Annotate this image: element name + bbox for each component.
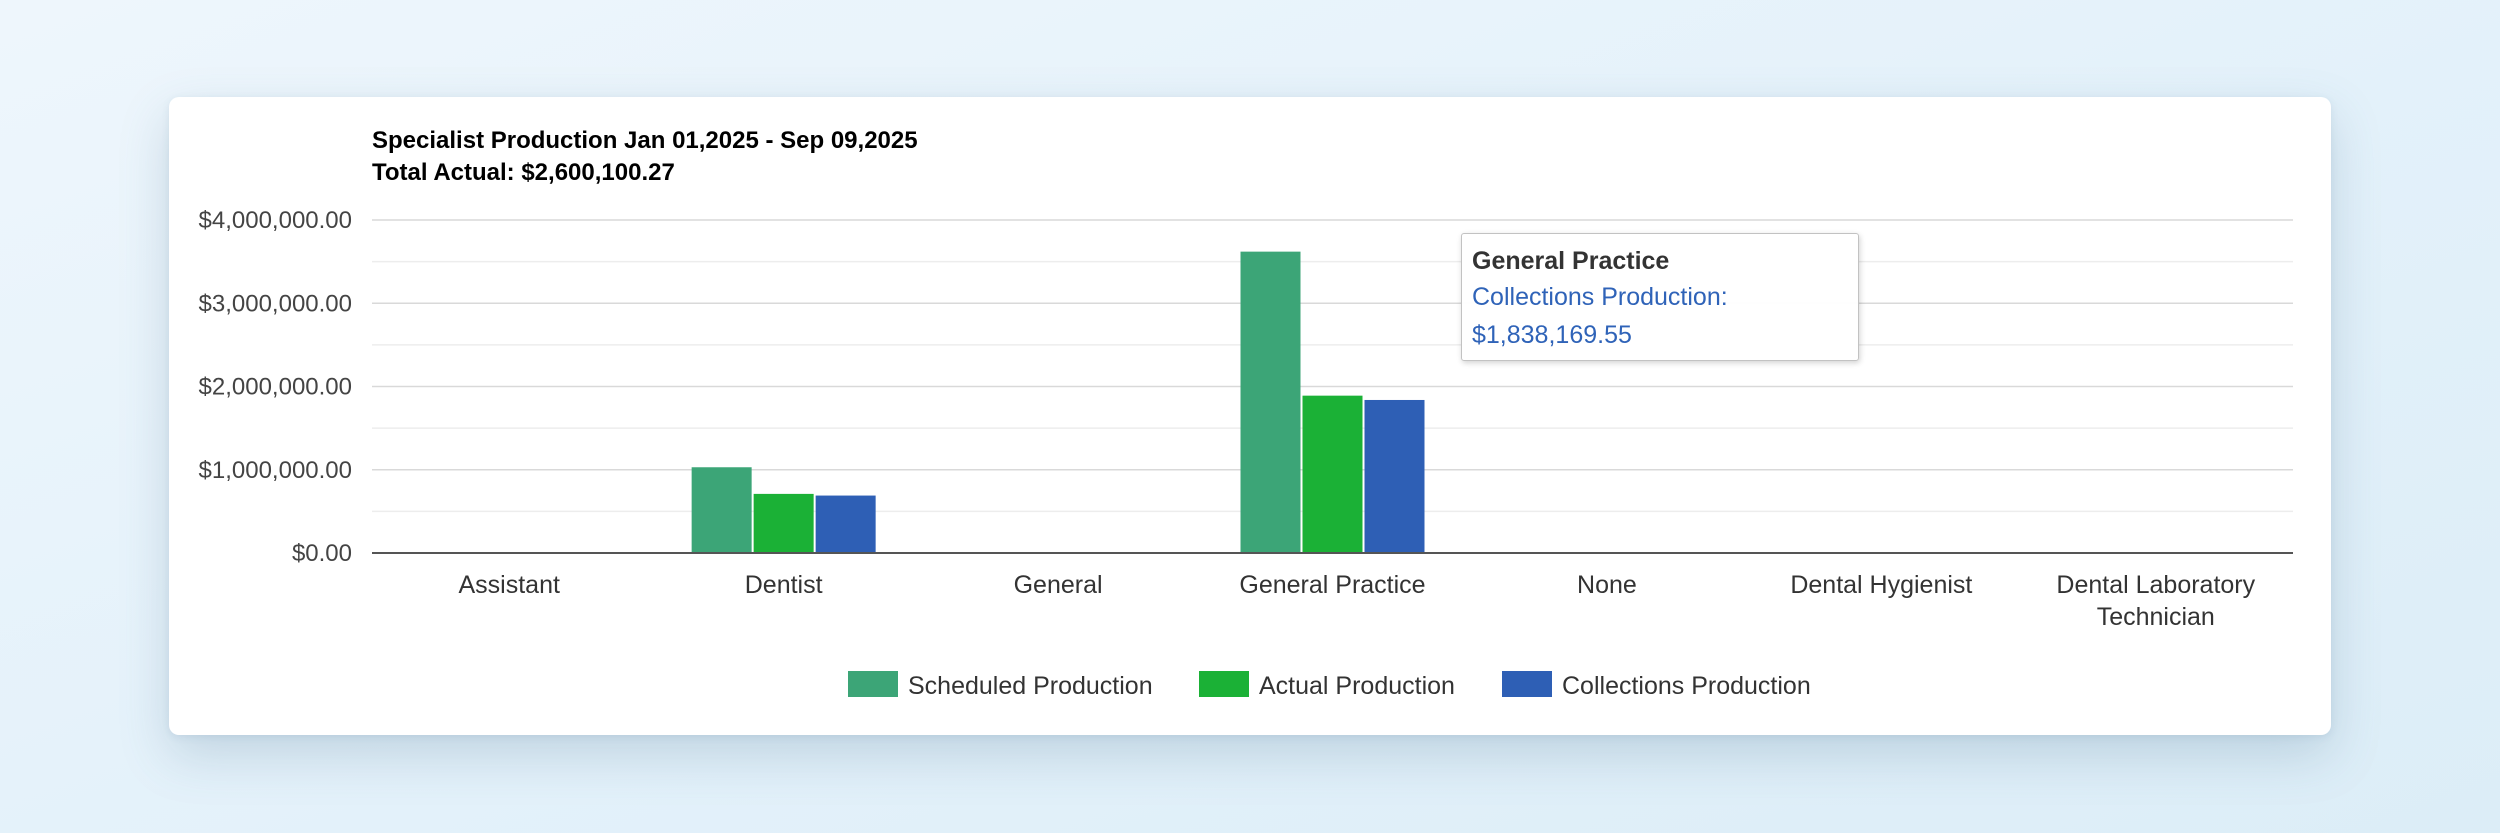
x-tick-label: General	[1014, 571, 1103, 599]
bar[interactable]	[753, 493, 814, 553]
legend-swatch[interactable]	[1199, 671, 1249, 697]
bar[interactable]	[1364, 399, 1425, 553]
y-tick-label: $3,000,000.00	[199, 290, 352, 317]
tooltip-title: General Practice	[1472, 247, 1670, 275]
y-axis-ticks: $0.00 $1,000,000.00 $2,000,000.00 $3,000,00…	[199, 207, 352, 567]
tooltip-value: $1,838,169.55	[1472, 321, 1632, 349]
bar[interactable]	[815, 495, 876, 553]
legend-swatch[interactable]	[848, 671, 898, 697]
x-axis-ticks: Assistant Dentist General General Practice N…	[458, 571, 2255, 631]
y-tick-label: $2,000,000.00	[199, 374, 352, 401]
legend-label[interactable]: Collections Production	[1562, 672, 1811, 700]
x-tick-label: Dental Hygienist	[1790, 571, 1972, 599]
tooltip: General Practice Collections Production:…	[1461, 233, 1859, 361]
bar-chart: $0.00 $1,000,000.00 $2,000,000.00 $3,000,00…	[199, 207, 2293, 700]
x-tick-label: Assistant	[458, 571, 559, 599]
y-tick-label: $0.00	[292, 540, 352, 567]
x-tick-label: Dentist	[745, 571, 823, 599]
legend-label[interactable]: Scheduled Production	[908, 672, 1153, 700]
bar[interactable]	[691, 467, 752, 553]
legend-swatch[interactable]	[1502, 671, 1552, 697]
legend: Scheduled Production Actual Production Col…	[848, 671, 1811, 700]
x-tick-label: Dental Laboratory Technician	[2056, 571, 2255, 631]
y-tick-label: $1,000,000.00	[199, 457, 352, 484]
bars	[691, 251, 1425, 553]
chart-title-text: Specialist Production Jan 01,2025 - Sep …	[372, 127, 918, 154]
x-tick-label: None	[1577, 571, 1637, 599]
chart-subtitle-text: Total Actual: $2,600,100.27	[372, 159, 675, 186]
y-tick-label: $4,000,000.00	[199, 207, 352, 234]
legend-label[interactable]: Actual Production	[1259, 672, 1455, 700]
tooltip-series-label: Collections Production:	[1472, 283, 1728, 311]
chart-card: Specialist Production Jan 01,2025 - Sep …	[169, 97, 2331, 735]
chart-title: Specialist Production Jan 01,2025 - Sep …	[372, 125, 918, 189]
bar[interactable]	[1240, 251, 1301, 553]
x-tick-label: General Practice	[1239, 571, 1425, 599]
bar[interactable]	[1302, 395, 1363, 553]
